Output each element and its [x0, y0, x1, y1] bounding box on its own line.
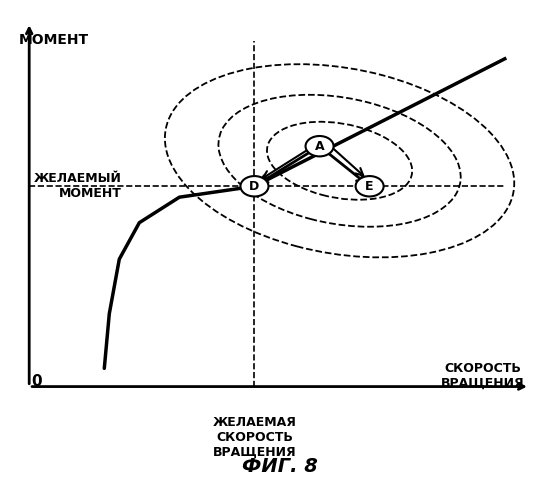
Circle shape — [356, 176, 383, 197]
Text: СКОРОСТЬ
ВРАЩЕНИЯ: СКОРОСТЬ ВРАЩЕНИЯ — [441, 362, 525, 390]
Circle shape — [306, 136, 334, 156]
Text: D: D — [249, 180, 259, 193]
Circle shape — [240, 176, 268, 197]
Text: ФИГ. 8: ФИГ. 8 — [241, 457, 318, 476]
Text: 0: 0 — [31, 374, 42, 388]
Text: ЖЕЛАЕМЫЙ
МОМЕНТ: ЖЕЛАЕМЫЙ МОМЕНТ — [34, 172, 122, 201]
Text: МОМЕНТ: МОМЕНТ — [19, 34, 89, 48]
Text: E: E — [366, 180, 374, 193]
Text: A: A — [315, 140, 324, 152]
Text: ЖЕЛАЕМАЯ
СКОРОСТЬ
ВРАЩЕНИЯ: ЖЕЛАЕМАЯ СКОРОСТЬ ВРАЩЕНИЯ — [212, 416, 296, 459]
